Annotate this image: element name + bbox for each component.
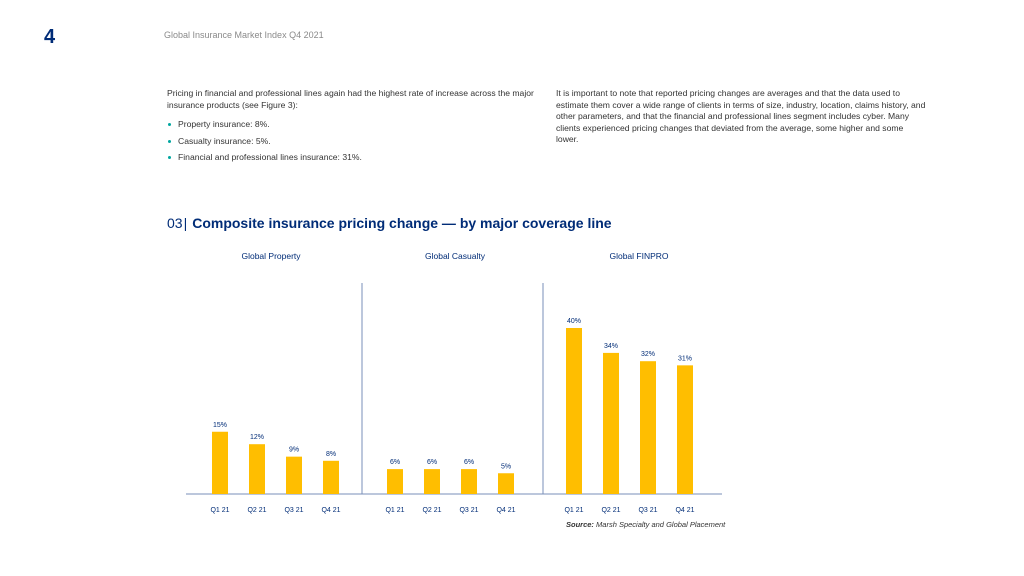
data-label-p3-1: 40% [567, 318, 581, 325]
tick-label-p2-1: Q1 21 [385, 507, 404, 514]
data-label-p3-3: 32% [641, 351, 655, 358]
intro-paragraph: Pricing in financial and professional li… [167, 88, 534, 110]
bullet-item-property: Property insurance: 8%. [167, 119, 542, 131]
data-label-p1-3: 9% [289, 447, 299, 454]
data-label-p1-1: 15% [213, 422, 227, 429]
tick-label-p3-4: Q4 21 [675, 507, 694, 514]
data-label-p3-4: 31% [678, 355, 692, 362]
tick-label-p1-3: Q3 21 [284, 507, 303, 514]
running-header: Global Insurance Market Index Q4 2021 [164, 30, 324, 40]
tick-label-p2-3: Q3 21 [459, 507, 478, 514]
bar-p3-3 [640, 361, 656, 494]
bar-p1-4 [323, 460, 339, 494]
page-number: 4 [44, 26, 56, 48]
tick-label-p3-2: Q2 21 [601, 507, 620, 514]
tick-label-p2-2: Q2 21 [422, 507, 441, 514]
bar-p2-2 [424, 469, 440, 494]
source-text: Marsh Specialty and Global Placement [596, 520, 726, 529]
bar-p1-1 [212, 431, 228, 494]
bar-p3-1 [566, 328, 582, 494]
bar-p2-1 [387, 469, 403, 494]
panel-title-3: Global FINPRO [609, 251, 668, 261]
panel-title-1: Global Property [241, 251, 301, 261]
tick-label-p3-1: Q1 21 [564, 507, 583, 514]
tick-label-p1-1: Q1 21 [210, 507, 229, 514]
bar-p2-3 [461, 469, 477, 494]
figure-separator: | [183, 215, 188, 231]
data-label-p1-2: 12% [250, 434, 264, 441]
tick-label-p2-4: Q4 21 [496, 507, 515, 514]
data-label-p1-4: 8% [326, 451, 336, 458]
panel-title-2: Global Casualty [425, 251, 486, 261]
bar-p3-4 [677, 365, 693, 494]
bar-p1-2 [249, 444, 265, 494]
bullet-item-casualty: Casualty insurance: 5%. [167, 136, 542, 148]
bar-p1-3 [286, 456, 302, 494]
data-label-p2-2: 6% [427, 459, 437, 466]
figure-title: 03| Composite insurance pricing change — … [167, 215, 612, 231]
figure-title-text: Composite insurance pricing change — by … [192, 215, 612, 231]
bullet-item-finpro: Financial and professional lines insuran… [167, 152, 542, 164]
bar-p2-4 [498, 473, 514, 494]
tick-label-p3-3: Q3 21 [638, 507, 657, 514]
intro-left-column: Pricing in financial and professional li… [167, 88, 542, 169]
data-label-p2-1: 6% [390, 459, 400, 466]
source-note: Source: Marsh Specialty and Global Place… [566, 520, 725, 529]
data-label-p3-2: 34% [604, 343, 618, 350]
bullet-list: Property insurance: 8%. Casualty insuran… [167, 119, 542, 164]
data-label-p2-3: 6% [464, 459, 474, 466]
tick-label-p1-4: Q4 21 [321, 507, 340, 514]
bar-p3-2 [603, 352, 619, 494]
source-label: Source: [566, 520, 594, 529]
intro-right-column: It is important to note that reported pr… [556, 88, 928, 146]
note-paragraph: It is important to note that reported pr… [556, 88, 926, 144]
tick-label-p1-2: Q2 21 [247, 507, 266, 514]
data-label-p2-4: 5% [501, 463, 511, 470]
figure-number: 03 [167, 215, 183, 231]
